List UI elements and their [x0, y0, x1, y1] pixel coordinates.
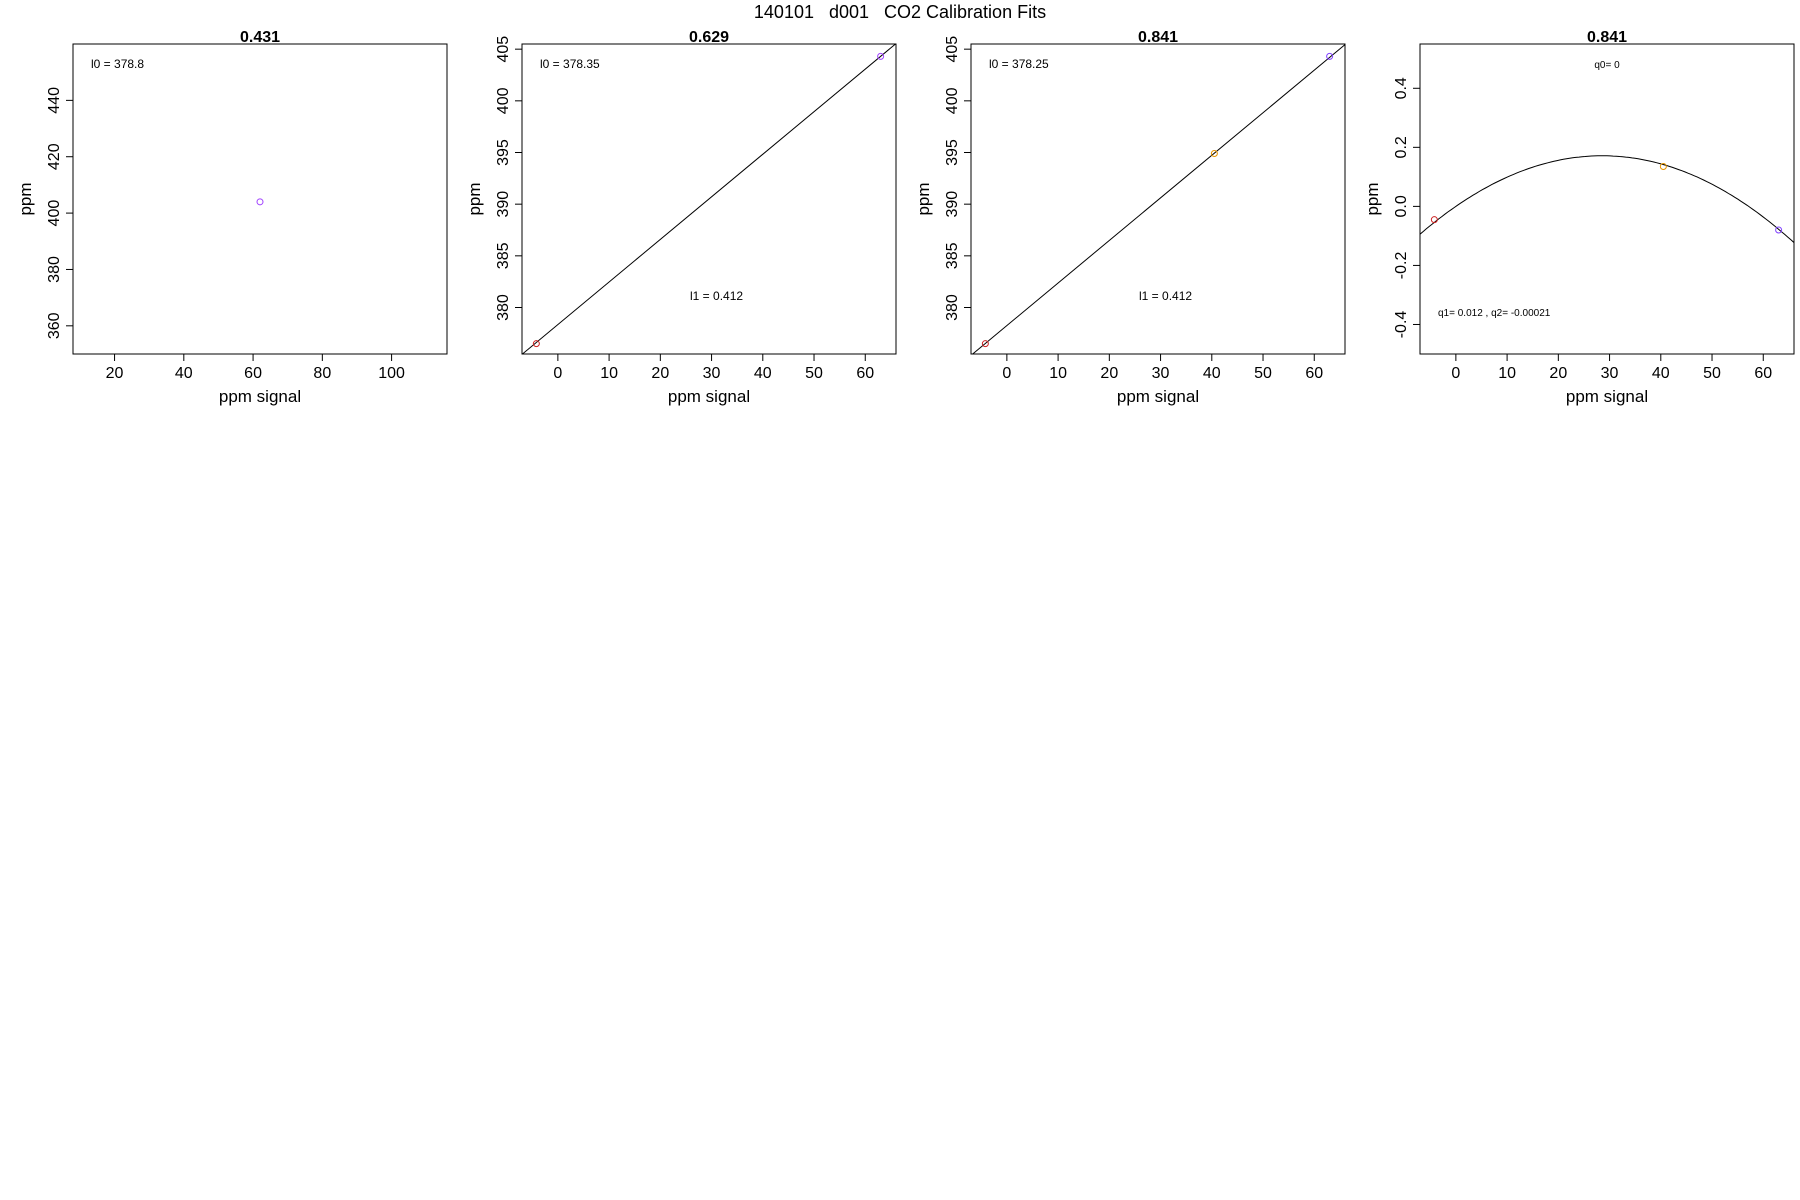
x-tick-label: 60 [1754, 365, 1772, 382]
annotation: l0 = 378.35 [540, 57, 600, 71]
annotation: l0 = 378.8 [91, 57, 144, 71]
x-axis-label: ppm signal [1117, 387, 1199, 406]
x-axis-label: ppm signal [219, 387, 301, 406]
x-tick-label: 20 [1100, 365, 1118, 382]
y-tick-label: 400 [944, 87, 961, 114]
y-tick-label: 395 [495, 139, 512, 166]
y-axis-label: ppm [16, 182, 35, 215]
panel-title: 0.431 [240, 29, 280, 46]
x-axis-label: ppm signal [1566, 387, 1648, 406]
y-tick-label: 0.4 [1393, 77, 1410, 99]
data-point [256, 198, 264, 206]
data-point [877, 52, 885, 60]
fit-group [522, 44, 896, 354]
y-tick-label: 405 [944, 36, 961, 63]
x-tick-label: 50 [1703, 365, 1721, 382]
chart-panel-4: 0.841 0 10 20 30 40 50 60 -0.4 -0.2 0.0 0.2 0.4 ppm s… [1363, 29, 1795, 406]
y-axis-label: ppm [914, 182, 933, 215]
data-point [1210, 150, 1218, 158]
data-point [981, 340, 989, 348]
y-tick-label: 0.2 [1393, 136, 1410, 158]
figure-title: 140101 d001 CO2 Calibration Fits [753, 2, 1047, 22]
x-tick-label: 80 [313, 365, 331, 382]
y-tick-label: 440 [46, 87, 63, 114]
x-tick-label: 40 [754, 365, 772, 382]
x-tick-label: 50 [805, 365, 823, 382]
data-point [532, 340, 540, 348]
x-tick-label: 30 [703, 365, 721, 382]
y-tick-label: 380 [46, 256, 63, 283]
y-axis-label: ppm [1363, 182, 1382, 215]
y-tick-label: 385 [944, 242, 961, 269]
x-axis-label: ppm signal [668, 387, 750, 406]
annotation: q1= 0.012 , q2= -0.00021 [1438, 308, 1551, 319]
x-tick-label: 10 [1049, 365, 1067, 382]
y-tick-label: 385 [495, 242, 512, 269]
y-tick-label: 405 [495, 36, 512, 63]
x-tick-label: 50 [1254, 365, 1272, 382]
x-tick-label: 0 [1451, 365, 1460, 382]
y-tick-label: -0.2 [1393, 252, 1410, 280]
x-tick-label: 40 [1652, 365, 1670, 382]
x-tick-label: 40 [1203, 365, 1221, 382]
plot-frame [1419, 43, 1795, 355]
panel-title: 0.841 [1587, 29, 1627, 46]
y-tick-label: 400 [46, 200, 63, 227]
y-tick-label: 420 [46, 143, 63, 170]
y-tick-label: 380 [944, 294, 961, 321]
y-tick-label: 360 [46, 312, 63, 339]
y-tick-label: 0.0 [1393, 195, 1410, 217]
annotation: q0= 0 [1594, 60, 1620, 71]
x-tick-label: 10 [1498, 365, 1516, 382]
y-axis-label: ppm [465, 182, 484, 215]
x-tick-label: 0 [1002, 365, 1011, 382]
data-point [1430, 216, 1438, 224]
x-tick-label: 20 [106, 365, 124, 382]
x-tick-label: 30 [1152, 365, 1170, 382]
data-point [1775, 226, 1783, 234]
annotation: l0 = 378.25 [989, 57, 1049, 71]
x-tick-label: 30 [1601, 365, 1619, 382]
annotation: l1 = 0.412 [1139, 289, 1192, 303]
y-tick-label: 400 [495, 87, 512, 114]
fit-curve [1420, 155, 1794, 243]
plot-frame [970, 43, 1346, 355]
panel-title: 0.629 [689, 29, 729, 46]
x-tick-label: 0 [553, 365, 562, 382]
y-tick-label: 395 [944, 139, 961, 166]
y-tick-label: -0.4 [1393, 311, 1410, 339]
x-tick-label: 10 [600, 365, 618, 382]
y-tick-label: 390 [495, 191, 512, 218]
panel-title: 0.841 [1138, 29, 1178, 46]
x-tick-label: 60 [1305, 365, 1323, 382]
plot-frame [521, 43, 897, 355]
x-tick-label: 40 [175, 365, 193, 382]
chart-panel-3: 0.841 0 10 20 30 40 50 60 380 385 390 395 400 405 ppm … [914, 29, 1346, 406]
annotation: l1 = 0.412 [690, 289, 743, 303]
data-point [1659, 163, 1667, 171]
y-tick-label: 380 [495, 294, 512, 321]
x-tick-label: 100 [378, 365, 405, 382]
chart-panel-1: 0.431 20 40 60 80 100 360 380 400 420 440 ppm signa… [16, 29, 448, 406]
x-tick-label: 20 [651, 365, 669, 382]
plot-frame [72, 43, 448, 355]
fit-line [971, 44, 1345, 354]
data-point [1326, 52, 1334, 60]
x-tick-label: 60 [856, 365, 874, 382]
fit-group [1420, 155, 1794, 243]
fit-group [971, 44, 1345, 354]
y-tick-label: 390 [944, 191, 961, 218]
x-tick-label: 60 [244, 365, 262, 382]
fit-line [522, 44, 896, 354]
x-tick-label: 20 [1549, 365, 1567, 382]
chart-panel-2: 0.629 0 10 20 30 40 50 60 380 385 390 395 400 405 ppm … [465, 29, 897, 406]
